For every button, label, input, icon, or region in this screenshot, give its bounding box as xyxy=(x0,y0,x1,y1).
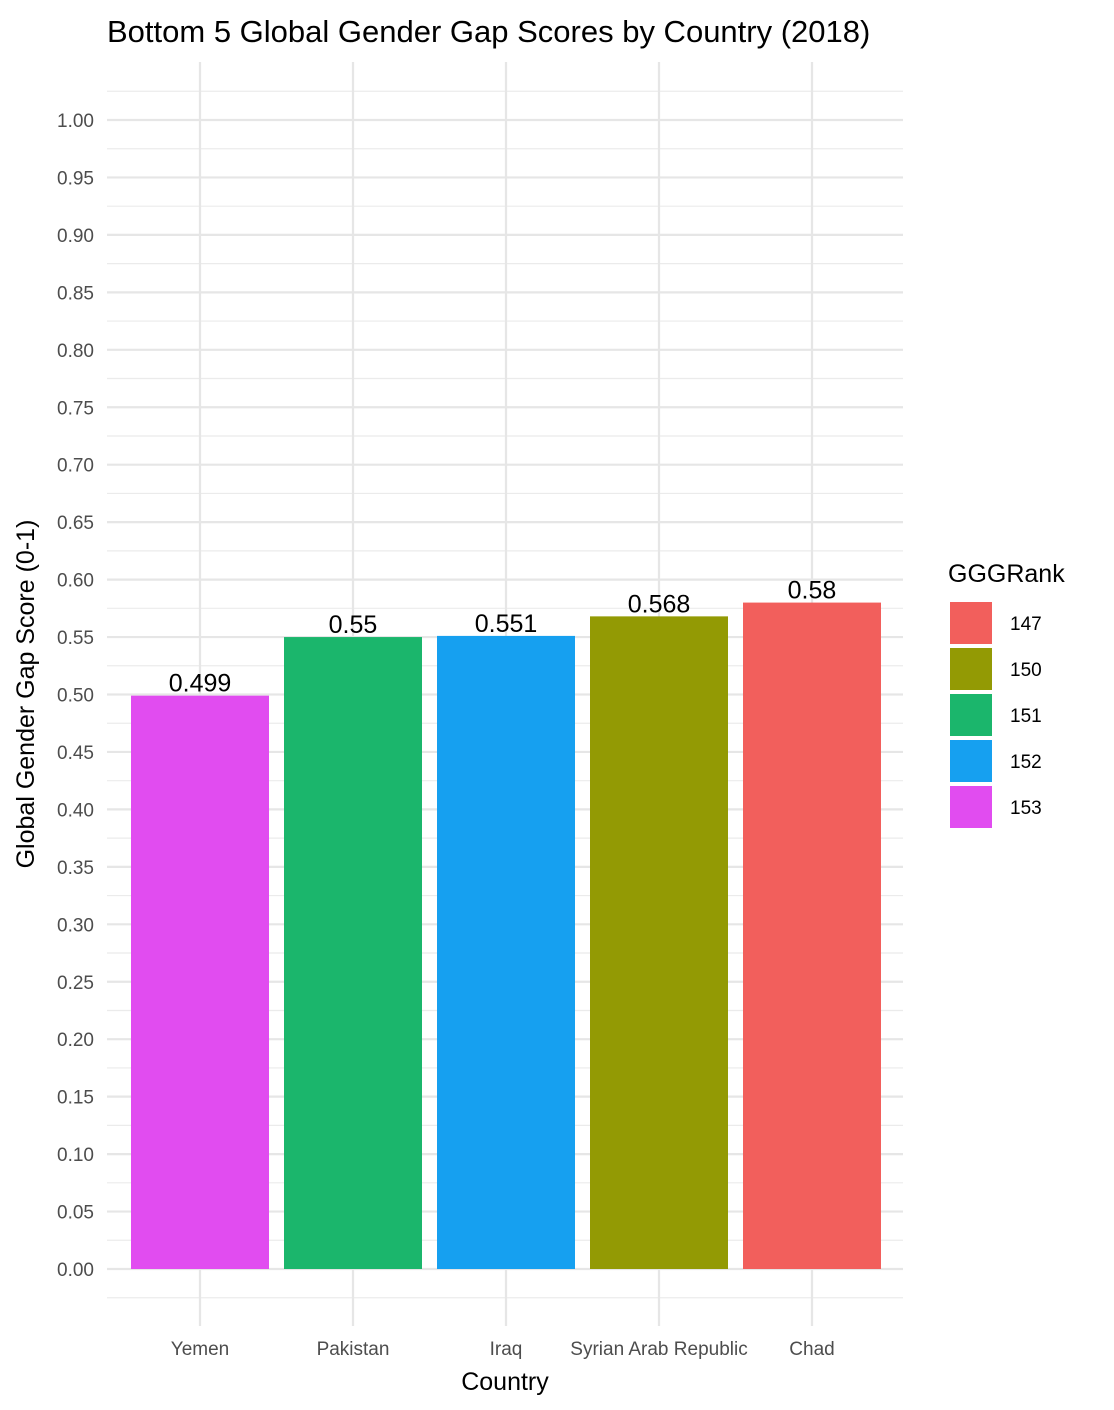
legend-label: 147 xyxy=(1010,614,1042,635)
legend-swatch xyxy=(950,786,992,828)
y-tick-label: 0.30 xyxy=(57,915,94,936)
y-tick-label: 0.10 xyxy=(57,1145,94,1166)
y-tick-label: 0.00 xyxy=(57,1260,94,1281)
x-tick-label: Iraq xyxy=(490,1339,523,1360)
y-tick-label: 1.00 xyxy=(57,111,94,132)
data-label: 0.55 xyxy=(329,611,378,639)
bar-chad xyxy=(743,602,881,1269)
legend-label: 153 xyxy=(1010,798,1042,819)
y-tick-label: 0.60 xyxy=(57,571,94,592)
legend: GGGRank 147 150 151 152 153 xyxy=(948,560,1065,828)
legend-swatch xyxy=(950,740,992,782)
data-labels: 0.499 0.55 0.551 0.568 0.58 xyxy=(169,577,837,698)
chart-title: Bottom 5 Global Gender Gap Scores by Cou… xyxy=(107,14,870,49)
x-axis-title: Country xyxy=(461,1368,549,1396)
y-tick-label: 0.80 xyxy=(57,341,94,362)
data-label: 0.499 xyxy=(169,670,232,698)
bar-pakistan xyxy=(284,637,422,1269)
legend-entries: 147 150 151 152 153 xyxy=(950,602,1042,828)
x-tick-label: Pakistan xyxy=(317,1339,390,1360)
y-axis-ticks: 0.00 0.05 0.10 0.15 0.20 0.25 0.30 0.35 0.40 0.45… xyxy=(57,111,94,1281)
bar-syrian-arab-republic xyxy=(590,616,728,1269)
legend-swatch xyxy=(950,694,992,736)
bars xyxy=(131,602,881,1269)
y-tick-label: 0.35 xyxy=(57,858,94,879)
x-axis-ticks: Yemen Pakistan Iraq Syrian Arab Republic Cha… xyxy=(171,1339,835,1360)
y-tick-label: 0.05 xyxy=(57,1203,94,1224)
data-label: 0.551 xyxy=(475,610,538,638)
bar-iraq xyxy=(437,635,575,1269)
y-tick-label: 0.85 xyxy=(57,283,94,304)
data-label: 0.568 xyxy=(628,590,691,618)
y-tick-label: 0.45 xyxy=(57,743,94,764)
data-label: 0.58 xyxy=(788,577,837,605)
y-tick-label: 0.25 xyxy=(57,973,94,994)
y-tick-label: 0.70 xyxy=(57,456,94,477)
y-tick-label: 0.65 xyxy=(57,513,94,534)
x-tick-label: Syrian Arab Republic xyxy=(570,1339,747,1360)
y-tick-label: 0.75 xyxy=(57,398,94,419)
legend-title: GGGRank xyxy=(948,560,1065,588)
y-tick-label: 0.90 xyxy=(57,226,94,247)
legend-swatch xyxy=(950,602,992,644)
y-tick-label: 0.55 xyxy=(57,628,94,649)
y-tick-label: 0.50 xyxy=(57,686,94,707)
y-axis-title: Global Gender Gap Score (0-1) xyxy=(12,520,40,869)
legend-label: 151 xyxy=(1010,706,1042,727)
y-tick-label: 0.20 xyxy=(57,1030,94,1051)
x-tick-label: Chad xyxy=(789,1339,834,1360)
x-tick-label: Yemen xyxy=(171,1339,229,1360)
y-tick-label: 0.40 xyxy=(57,800,94,821)
legend-label: 150 xyxy=(1010,660,1042,681)
legend-label: 152 xyxy=(1010,752,1042,773)
legend-swatch xyxy=(950,648,992,690)
y-tick-label: 0.95 xyxy=(57,168,94,189)
bar-yemen xyxy=(131,695,269,1269)
y-tick-label: 0.15 xyxy=(57,1088,94,1109)
